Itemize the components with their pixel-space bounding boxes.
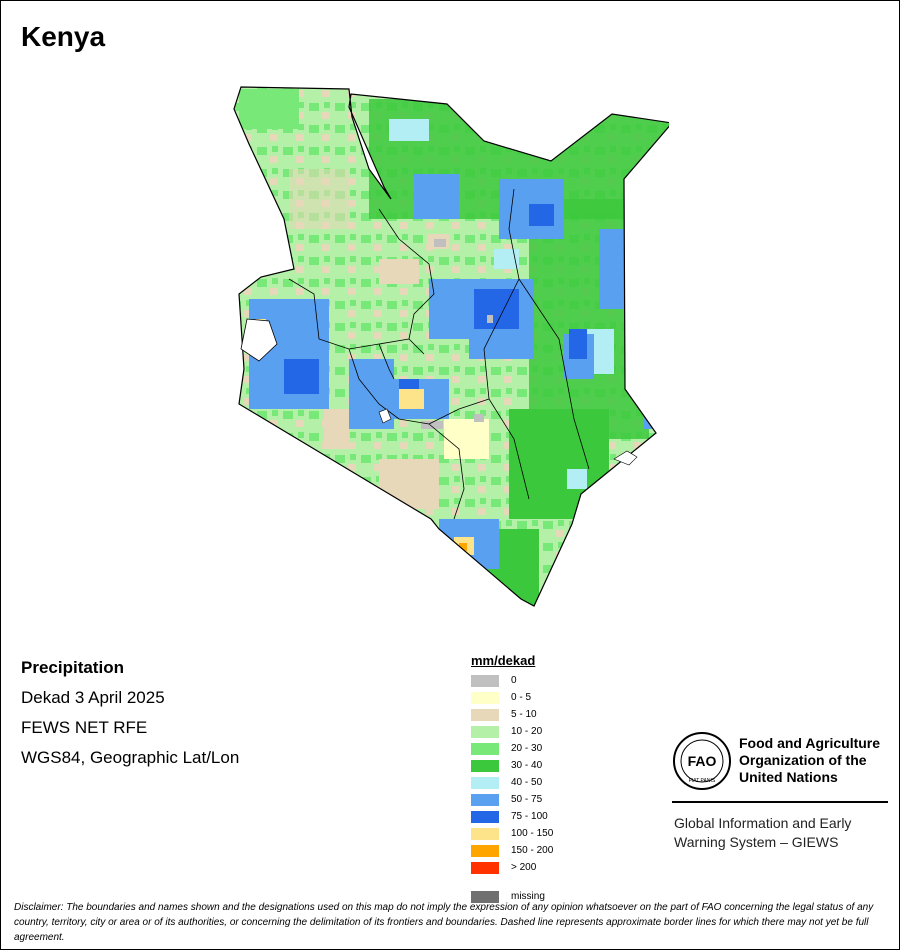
legend-swatch [471, 708, 499, 721]
legend-item-7: 50 - 75 [471, 791, 553, 808]
disclaimer-label: Disclaimer: [14, 902, 64, 913]
legend-item-10: 150 - 200 [471, 842, 553, 859]
legend-swatch [471, 674, 499, 687]
country-border [233, 86, 674, 607]
info-source: FEWS NET RFE [21, 718, 148, 737]
legend-swatch [471, 725, 499, 738]
info-projection: WGS84, Geographic Lat/Lon [21, 748, 240, 767]
legend-swatch [471, 810, 499, 823]
disclaimer-text: The boundaries and names shown and the d… [14, 902, 874, 943]
legend-label: 30 - 40 [511, 760, 543, 771]
legend-item-3: 10 - 20 [471, 723, 553, 740]
fao-name-line1: Food and Agriculture [739, 735, 881, 751]
legend-swatch [471, 890, 499, 903]
fao-divider [672, 801, 888, 803]
legend-label: 20 - 30 [511, 743, 543, 754]
fao-name-line2: Organization of the [739, 752, 867, 768]
legend-label: 75 - 100 [511, 811, 548, 822]
map-info: Precipitation Dekad 3 April 2025 FEWS NE… [21, 657, 239, 777]
legend-item-0: 0 [471, 672, 553, 689]
giews-line2: Warning System – GIEWS [674, 834, 839, 850]
legend-label: 50 - 75 [511, 794, 543, 805]
legend-items: 0 0 - 5 5 - 10 10 - 20 20 - 30 30 - 40 40 - 50… [471, 672, 553, 905]
province-boundaries [288, 188, 590, 520]
info-variable: Precipitation [21, 658, 124, 677]
giews-line1: Global Information and Early [674, 815, 852, 831]
legend-swatch [471, 861, 499, 874]
legend-label: 0 - 5 [511, 692, 532, 703]
fao-logo-text: FAO [688, 753, 717, 769]
giews-name: Global Information and Early Warning Sys… [674, 814, 851, 852]
legend-item-5: 30 - 40 [471, 757, 553, 774]
legend-item-11: > 200 [471, 859, 553, 876]
legend-swatch [471, 691, 499, 704]
legend-item-4: 20 - 30 [471, 740, 553, 757]
legend-swatch [471, 844, 499, 857]
legend-item-9: 100 - 150 [471, 825, 553, 842]
kenya-rainfall-map [229, 79, 674, 611]
legend-item-1: 0 - 5 [471, 689, 553, 706]
legend-label: 100 - 150 [511, 828, 554, 839]
legend-label: 40 - 50 [511, 777, 543, 788]
legend-item-2: 5 - 10 [471, 706, 553, 723]
lamu-islands-icon [613, 450, 638, 466]
legend-swatch [471, 742, 499, 755]
fao-logo-motto: FIAT PANIS [689, 778, 716, 784]
fao-logo-icon: FAO FIAT PANIS [672, 731, 732, 791]
legend-label: 5 - 10 [511, 709, 537, 720]
disclaimer: Disclaimer: The boundaries and names sho… [14, 900, 889, 945]
legend-label: 10 - 20 [511, 726, 543, 737]
fao-name: Food and Agriculture Organization of the… [739, 735, 880, 786]
legend-title: mm/dekad [471, 653, 536, 668]
info-period: Dekad 3 April 2025 [21, 688, 165, 707]
legend-swatch [471, 793, 499, 806]
fao-name-line3: United Nations [739, 769, 838, 785]
legend-swatch [471, 759, 499, 772]
lake-victoria-icon [240, 318, 278, 362]
legend-swatch [471, 776, 499, 789]
legend-label: missing [511, 891, 545, 902]
map-title: Kenya [21, 21, 106, 52]
legend-item-6: 40 - 50 [471, 774, 553, 791]
kenya-map-svg [233, 86, 674, 607]
legend-label: > 200 [511, 862, 537, 873]
legend-label: 0 [511, 675, 517, 686]
legend-item-8: 75 - 100 [471, 808, 553, 825]
legend-item-missing: missing [471, 888, 553, 905]
legend: mm/dekad 0 0 - 5 5 - 10 10 - 20 20 - 30 30 - … [471, 653, 553, 905]
legend-label: 150 - 200 [511, 845, 554, 856]
lake-naivasha-icon [378, 408, 392, 424]
legend-swatch [471, 827, 499, 840]
rainfall-grid [234, 87, 669, 606]
